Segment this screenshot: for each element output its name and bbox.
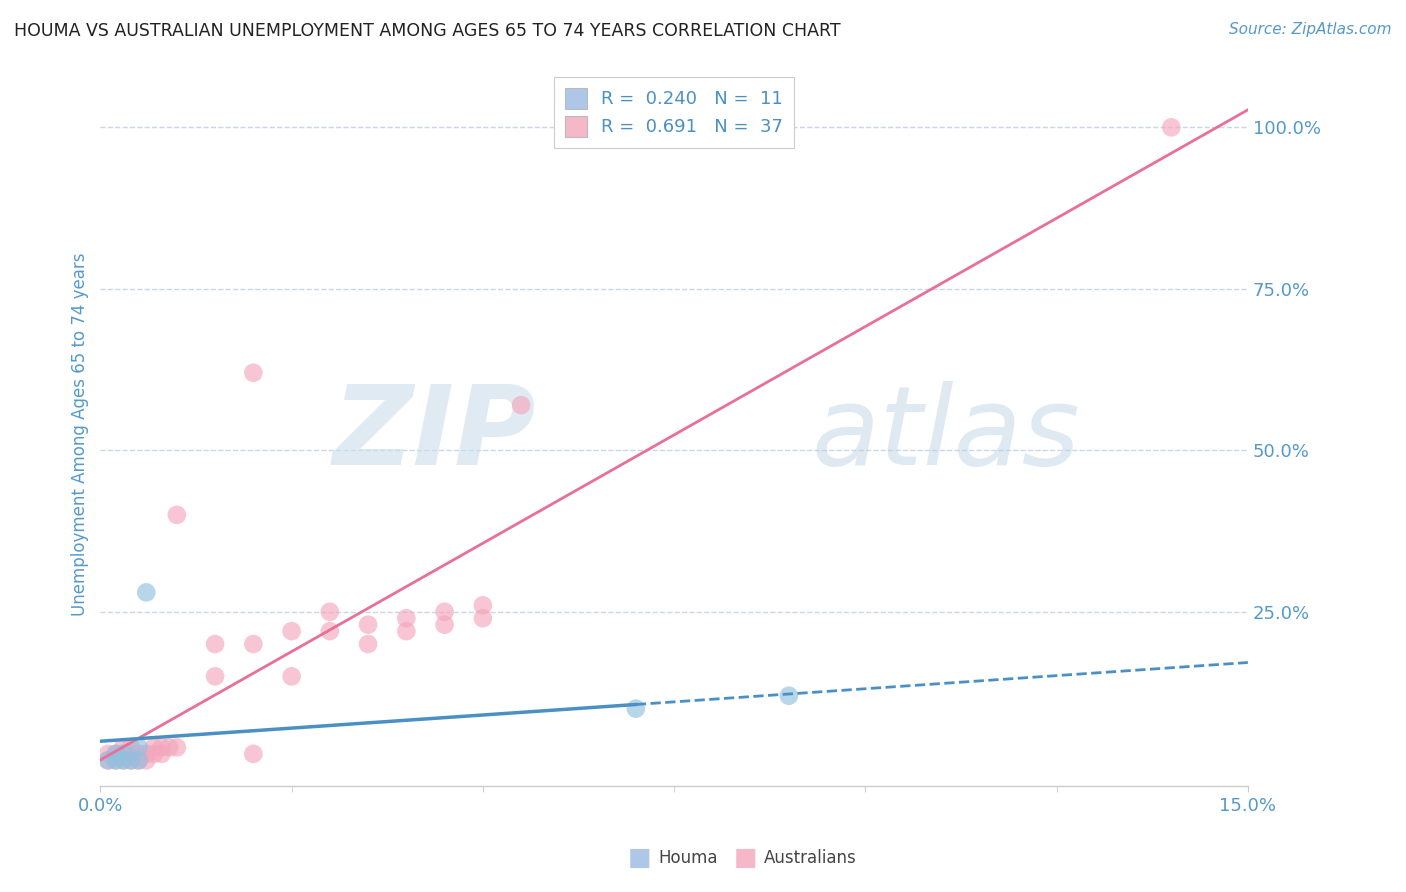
Point [395, 611, 418, 625]
Text: HOUMA VS AUSTRALIAN UNEMPLOYMENT AMONG AGES 65 TO 74 YEARS CORRELATION CHART: HOUMA VS AUSTRALIAN UNEMPLOYMENT AMONG A… [14, 22, 841, 40]
Point [150, 747, 173, 761]
Point [104, 747, 127, 761]
Point [242, 747, 264, 761]
Text: atlas: atlas [811, 381, 1080, 488]
Point [128, 740, 150, 755]
Text: Houma: Houma [658, 849, 717, 867]
Text: Source: ZipAtlas.com: Source: ZipAtlas.com [1229, 22, 1392, 37]
Point [166, 508, 188, 522]
Point [104, 753, 127, 767]
Y-axis label: Unemployment Among Ages 65 to 74 years: Unemployment Among Ages 65 to 74 years [72, 252, 89, 615]
Point [97, 753, 120, 767]
Text: ■: ■ [734, 847, 756, 870]
Point [135, 585, 157, 599]
Point [778, 689, 800, 703]
Text: ■: ■ [628, 847, 651, 870]
Point [97, 747, 120, 761]
Point [624, 701, 647, 715]
Text: Australians: Australians [763, 849, 856, 867]
Point [112, 740, 135, 755]
Text: ZIP: ZIP [333, 381, 537, 488]
Point [150, 740, 173, 755]
Point [471, 611, 494, 625]
Point [395, 624, 418, 639]
Point [112, 747, 135, 761]
Legend: R =  0.240   N =  11, R =  0.691   N =  37: R = 0.240 N = 11, R = 0.691 N = 37 [554, 77, 794, 148]
Point [97, 753, 120, 767]
Point [433, 605, 456, 619]
Point [142, 740, 165, 755]
Point [242, 366, 264, 380]
Point [471, 599, 494, 613]
Point [280, 624, 302, 639]
Point [135, 747, 157, 761]
Point [433, 617, 456, 632]
Point [357, 637, 380, 651]
Point [510, 398, 533, 412]
Point [319, 624, 342, 639]
Point [112, 753, 135, 767]
Point [120, 740, 142, 755]
Point [112, 747, 135, 761]
Point [166, 740, 188, 755]
Point [242, 637, 264, 651]
Point [157, 740, 180, 755]
Point [1160, 120, 1182, 135]
Point [204, 637, 226, 651]
Point [120, 753, 142, 767]
Point [112, 753, 135, 767]
Point [120, 753, 142, 767]
Point [104, 753, 127, 767]
Point [104, 747, 127, 761]
Point [120, 747, 142, 761]
Point [128, 747, 150, 761]
Point [128, 753, 150, 767]
Point [204, 669, 226, 683]
Point [128, 753, 150, 767]
Point [280, 669, 302, 683]
Point [135, 753, 157, 767]
Point [319, 605, 342, 619]
Point [357, 617, 380, 632]
Point [142, 747, 165, 761]
